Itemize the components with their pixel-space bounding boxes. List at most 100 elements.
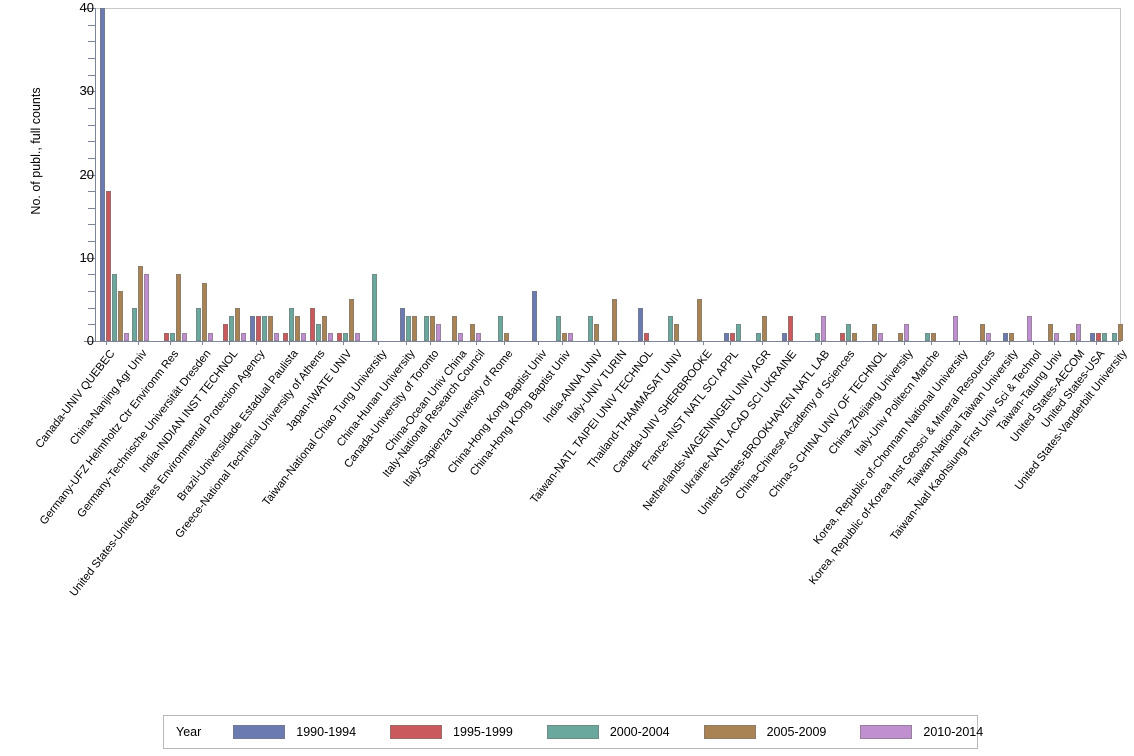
bar[interactable] xyxy=(1009,332,1014,341)
bar[interactable] xyxy=(1054,332,1059,341)
bar[interactable] xyxy=(782,332,787,341)
bar[interactable] xyxy=(316,324,321,341)
bar[interactable] xyxy=(470,324,475,341)
bar[interactable] xyxy=(762,316,767,341)
bar[interactable] xyxy=(372,274,377,341)
bar[interactable] xyxy=(400,307,405,341)
legend-entry[interactable]: 2000-2004 xyxy=(546,725,670,739)
bar[interactable] xyxy=(878,332,883,341)
bar[interactable] xyxy=(498,316,503,341)
bar[interactable] xyxy=(872,324,877,341)
bar[interactable] xyxy=(322,316,327,341)
bar[interactable] xyxy=(138,266,143,341)
bar[interactable] xyxy=(164,332,169,341)
bar[interactable] xyxy=(1003,332,1008,341)
bar[interactable] xyxy=(424,316,429,341)
bar[interactable] xyxy=(756,332,761,341)
bar[interactable] xyxy=(118,291,123,341)
bar[interactable] xyxy=(208,332,213,341)
bar[interactable] xyxy=(182,332,187,341)
bar[interactable] xyxy=(196,307,201,341)
bar[interactable] xyxy=(337,332,342,341)
bar[interactable] xyxy=(1118,324,1123,341)
bar[interactable] xyxy=(840,332,845,341)
bar[interactable] xyxy=(852,332,857,341)
bar[interactable] xyxy=(846,324,851,341)
bar[interactable] xyxy=(736,324,741,341)
bar[interactable] xyxy=(430,316,435,341)
bar[interactable] xyxy=(406,316,411,341)
bar[interactable] xyxy=(898,332,903,341)
bar[interactable] xyxy=(328,332,333,341)
bar[interactable] xyxy=(588,316,593,341)
bar[interactable] xyxy=(412,316,417,341)
bar[interactable] xyxy=(476,332,481,341)
bar[interactable] xyxy=(241,332,246,341)
bar[interactable] xyxy=(562,332,567,341)
bar[interactable] xyxy=(112,274,117,341)
bar[interactable] xyxy=(980,324,985,341)
bar[interactable] xyxy=(452,316,457,341)
bar[interactable] xyxy=(724,332,729,341)
bar[interactable] xyxy=(223,324,228,341)
bar[interactable] xyxy=(1090,332,1095,341)
bar[interactable] xyxy=(458,332,463,341)
bar[interactable] xyxy=(730,332,735,341)
bar[interactable] xyxy=(355,332,360,341)
bar[interactable] xyxy=(931,332,936,341)
bar[interactable] xyxy=(343,332,348,341)
bar[interactable] xyxy=(202,282,207,341)
bar[interactable] xyxy=(904,324,909,341)
bar[interactable] xyxy=(1027,316,1032,341)
bar[interactable] xyxy=(674,324,679,341)
bar[interactable] xyxy=(986,332,991,341)
bar[interactable] xyxy=(106,191,111,341)
bar[interactable] xyxy=(1112,332,1117,341)
bar[interactable] xyxy=(124,332,129,341)
bar[interactable] xyxy=(953,316,958,341)
legend-entry[interactable]: 2005-2009 xyxy=(703,725,826,739)
bar[interactable] xyxy=(283,332,288,341)
legend-entry[interactable]: 1995-1999 xyxy=(390,725,513,739)
bar[interactable] xyxy=(170,332,175,341)
bar[interactable] xyxy=(100,8,105,341)
bar[interactable] xyxy=(235,307,240,341)
bar[interactable] xyxy=(229,316,234,341)
bar[interactable] xyxy=(815,332,820,341)
bar[interactable] xyxy=(295,316,300,341)
bar[interactable] xyxy=(274,332,279,341)
bar[interactable] xyxy=(132,307,137,341)
bar[interactable] xyxy=(612,299,617,341)
bar[interactable] xyxy=(1048,324,1053,341)
legend[interactable]: Year 1990-1994 1995-1999 2000-2004 2005-200… xyxy=(163,715,983,749)
bar[interactable] xyxy=(925,332,930,341)
bar[interactable] xyxy=(268,316,273,341)
bar[interactable] xyxy=(436,324,441,341)
bar[interactable] xyxy=(532,291,537,341)
bar[interactable] xyxy=(556,316,561,341)
legend-entry[interactable]: 2010-2014 xyxy=(860,725,983,739)
bar[interactable] xyxy=(310,307,315,341)
bar[interactable] xyxy=(638,307,643,341)
bar[interactable] xyxy=(144,274,149,341)
bar[interactable] xyxy=(594,324,599,341)
bar[interactable] xyxy=(1070,332,1075,341)
bar[interactable] xyxy=(788,316,793,341)
bar[interactable] xyxy=(176,274,181,341)
bar[interactable] xyxy=(1076,324,1081,341)
bar[interactable] xyxy=(504,332,509,341)
legend-entry[interactable]: 1990-1994 xyxy=(233,725,356,739)
bar[interactable] xyxy=(568,332,573,341)
bar[interactable] xyxy=(644,332,649,341)
bar[interactable] xyxy=(301,332,306,341)
bar[interactable] xyxy=(668,316,673,341)
bar[interactable] xyxy=(821,316,826,341)
bar[interactable] xyxy=(256,316,261,341)
bar[interactable] xyxy=(1102,332,1107,341)
bar[interactable] xyxy=(697,299,702,341)
bar[interactable] xyxy=(262,316,267,341)
bar[interactable] xyxy=(250,316,255,341)
bar[interactable] xyxy=(1096,332,1101,341)
bar[interactable] xyxy=(289,307,294,341)
bar[interactable] xyxy=(349,299,354,341)
